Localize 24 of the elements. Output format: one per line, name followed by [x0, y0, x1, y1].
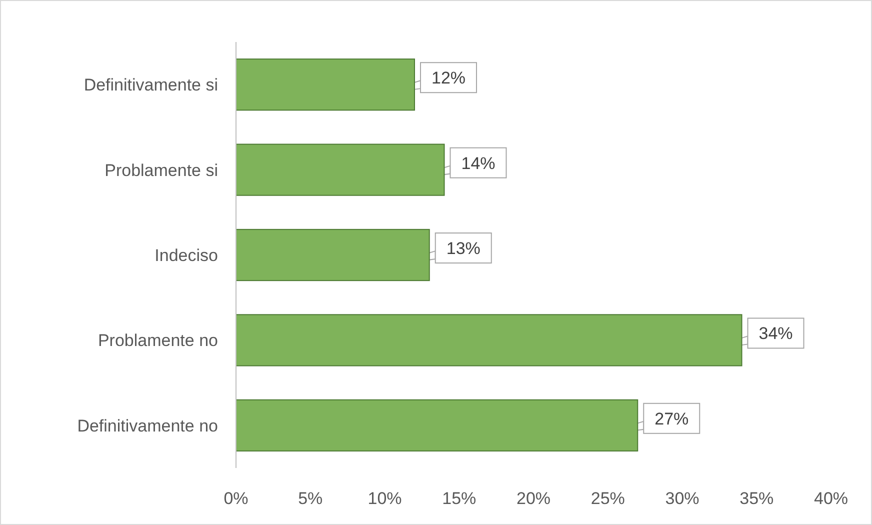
x-tick-label: 40% [814, 489, 848, 508]
data-label: 12% [431, 68, 466, 88]
bar [236, 399, 638, 452]
bar [236, 314, 742, 366]
y-tick-label: Problamente no [98, 331, 218, 350]
bar [236, 228, 430, 282]
bar [236, 58, 415, 111]
x-tick-label: 10% [368, 489, 402, 508]
y-tick-label: Definitivamente si [84, 76, 218, 95]
x-tick-label: 35% [740, 489, 774, 508]
data-label: 27% [654, 409, 689, 428]
bar [236, 144, 445, 196]
x-tick-label: 30% [665, 489, 700, 508]
y-tick-label: Indeciso [154, 246, 218, 265]
data-label: 14% [461, 154, 496, 173]
x-tick-label: 0% [224, 489, 248, 508]
data-label: 13% [446, 238, 480, 258]
x-tick-label: 20% [516, 489, 551, 508]
x-tick-label: 15% [442, 489, 476, 508]
y-tick-label: Definitivamente no [77, 416, 218, 436]
y-tick-label: Problamente si [104, 160, 218, 180]
x-tick-label: 5% [298, 489, 323, 508]
data-label: 34% [758, 324, 793, 344]
x-tick-label: 25% [590, 489, 625, 508]
